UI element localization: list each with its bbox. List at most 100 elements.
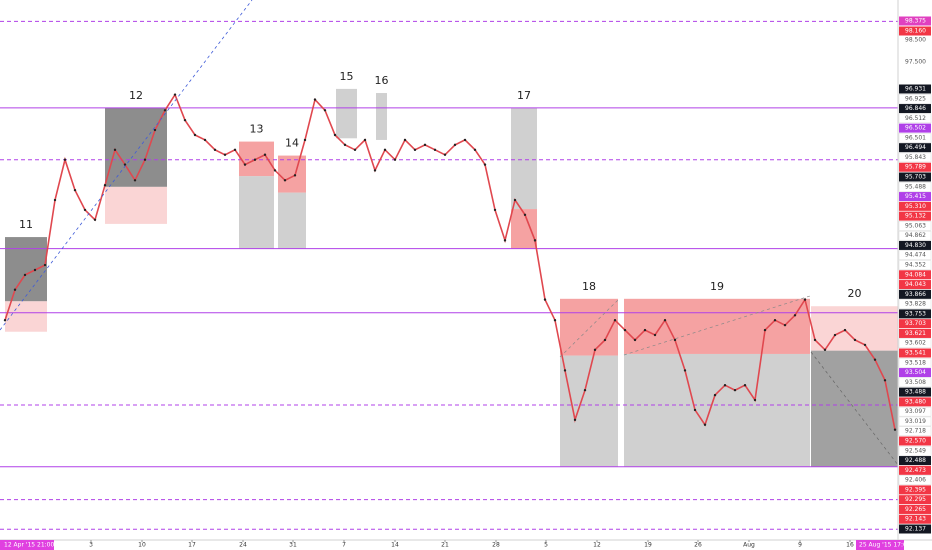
price-label: 94.830 (905, 242, 926, 249)
price-label-badge (899, 495, 931, 505)
price-point (133, 179, 137, 182)
range-start-badge (0, 540, 54, 550)
price-label: 93.541 (905, 350, 926, 357)
price-point (573, 418, 577, 422)
price-point (13, 288, 17, 291)
price-label-badge (898, 299, 932, 309)
box-label: 20 (848, 287, 862, 300)
price-point (233, 148, 237, 152)
price-point (853, 338, 857, 342)
price-label: 94.084 (905, 271, 926, 278)
price-point (343, 143, 347, 147)
price-label: 94.352 (905, 262, 926, 269)
price-point (893, 428, 897, 431)
price-label: 92.488 (905, 457, 926, 464)
price-label: 94.474 (905, 252, 926, 259)
x-tick-label: 19 (644, 542, 652, 549)
price-label-badge (899, 26, 931, 36)
zone-box (336, 88, 357, 139)
price-label: 92.473 (905, 467, 926, 474)
price-label: 96.512 (905, 115, 926, 122)
price-label-badge (898, 250, 932, 260)
zone-box (239, 176, 274, 249)
price-point (523, 213, 527, 217)
price-point (53, 198, 57, 202)
price-point (303, 138, 307, 142)
price-label-badge (898, 416, 932, 427)
price-point (743, 384, 747, 387)
price-point (823, 348, 827, 352)
price-label-badge (898, 406, 932, 417)
price-label-badge (899, 397, 931, 407)
price-point (443, 153, 447, 156)
price-point (323, 109, 327, 112)
zone-box (5, 301, 47, 332)
box-label: 11 (19, 218, 33, 231)
price-label: 95.132 (905, 213, 926, 220)
price-point (723, 384, 727, 387)
x-tick-label: 16 (846, 542, 854, 549)
price-label: 92.295 (905, 496, 926, 503)
price-label-badge (899, 387, 931, 397)
price-label: 93.866 (905, 291, 926, 298)
price-label: 96.494 (905, 144, 926, 151)
price-point (263, 153, 267, 156)
price-point (23, 273, 27, 277)
price-point (453, 143, 457, 147)
price-label-badge (899, 504, 931, 514)
price-label-badge (898, 221, 932, 231)
price-point (63, 158, 67, 161)
price-label-badge (899, 289, 931, 299)
price-label: 96.502 (905, 125, 926, 132)
price-axis: 98.375 98.160 98.500 97.500 96.931 96.925 96.8… (898, 16, 932, 534)
price-label-badge (899, 348, 931, 358)
price-label: 95.789 (905, 164, 926, 171)
price-point (863, 343, 867, 347)
price-point (593, 348, 597, 352)
price-label: 94.862 (905, 232, 926, 239)
price-label-badge (899, 201, 931, 211)
price-label-badge (898, 182, 932, 192)
price-point (273, 169, 277, 172)
price-point (653, 333, 657, 337)
price-point (843, 328, 847, 332)
price-label: 93.703 (905, 320, 926, 327)
x-tick-label: 5 (544, 542, 548, 549)
price-point (163, 109, 167, 112)
price-label: 95.063 (905, 222, 926, 229)
price-label: 92.570 (905, 438, 926, 445)
price-label: 93.602 (905, 340, 926, 347)
x-tick-label: 7 (342, 542, 346, 549)
price-point (203, 138, 207, 142)
zone-box (5, 237, 47, 302)
price-label: 97.500 (905, 59, 926, 66)
price-point (683, 369, 687, 372)
price-point (413, 148, 417, 152)
price-point (433, 148, 437, 152)
price-point (623, 328, 627, 332)
price-label: 93.480 (905, 398, 926, 405)
price-point (213, 148, 217, 152)
price-label: 92.395 (905, 486, 926, 493)
x-tick-label: 3 (89, 542, 93, 549)
price-label: 93.621 (905, 330, 926, 337)
price-label: 93.488 (905, 389, 926, 396)
price-point (43, 263, 47, 267)
price-point (783, 323, 787, 327)
price-point (773, 319, 777, 322)
price-point (603, 338, 607, 342)
price-point (663, 319, 667, 322)
price-point (223, 153, 227, 156)
zone-box (624, 353, 810, 467)
x-tick-label: 31 (289, 542, 297, 549)
price-label: 93.097 (905, 408, 926, 415)
price-point (473, 148, 477, 152)
box-label: 12 (129, 89, 143, 102)
x-tick-label: 26 (694, 542, 702, 549)
price-label-badge (899, 84, 931, 94)
price-point (423, 143, 427, 147)
price-label: 94.043 (905, 281, 926, 288)
price-point (363, 138, 367, 142)
price-point (483, 163, 487, 166)
